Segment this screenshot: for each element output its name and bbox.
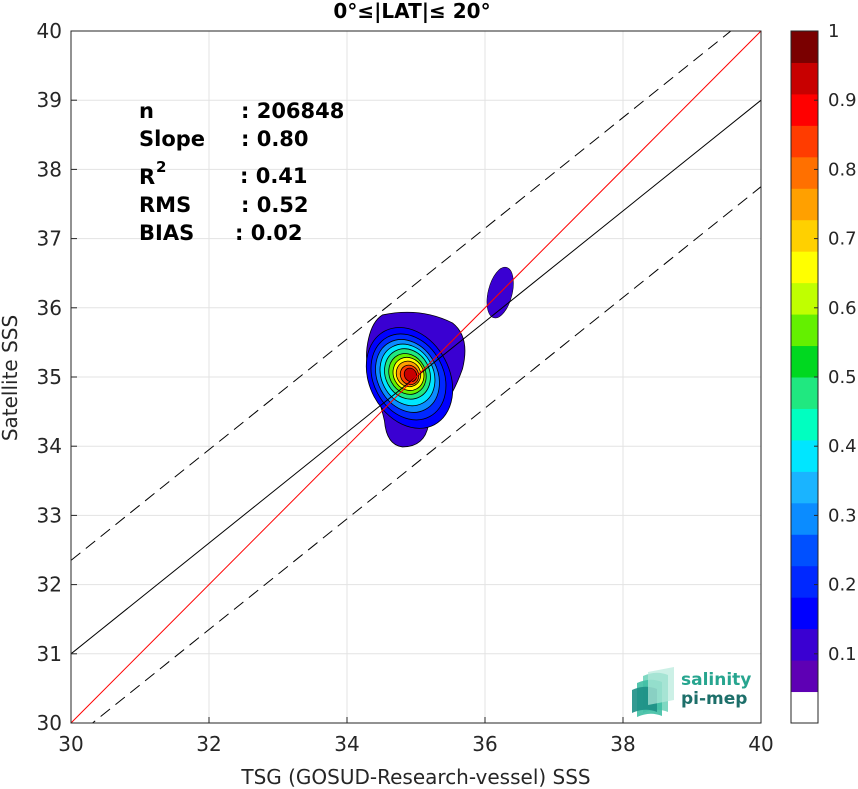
stat-bias-value: : 0.02: [235, 221, 303, 245]
colorbar-segment: [791, 156, 818, 189]
colorbar-segment: [791, 62, 818, 95]
stat-slope-label: Slope: [139, 127, 205, 151]
colorbar-tick-label: 0.7: [828, 229, 857, 250]
stat-r2-superscript: 2: [156, 158, 166, 176]
colorbar-segment: [791, 377, 818, 409]
wave-layers-icon: [632, 667, 674, 717]
x-tick-label: 30: [58, 732, 83, 756]
chart-title: 0°≤|LAT|≤ 20°: [333, 0, 490, 23]
stat-r2-value: : 0.41: [240, 164, 308, 188]
grid: [70, 30, 762, 724]
colorbar-segment: [791, 660, 818, 693]
y-tick-label: 39: [37, 88, 62, 112]
colorbar-tick-label: 0.9: [828, 90, 857, 111]
colorbar-segment: [791, 188, 818, 221]
x-axis: 30 32 34 36 38 40: [58, 717, 774, 756]
logo-salinity-text: salinity: [681, 670, 751, 690]
colorbar-segment: [791, 597, 818, 630]
colorbar-segment: [791, 251, 818, 284]
colorbar-segment: [791, 565, 818, 598]
lower-bound-line: [91, 186, 761, 723]
reference-lines: [71, 31, 761, 723]
colorbar-tick-label: 0.1: [828, 644, 857, 665]
colorbar-segment: [791, 31, 818, 63]
y-tick-label: 36: [37, 296, 62, 320]
stat-n-value: : 206848: [241, 99, 344, 123]
colorbar-tick-label: 0.6: [828, 298, 857, 319]
y-tick-label: 30: [37, 711, 62, 735]
colorbar-segment: [791, 93, 818, 126]
colorbar: 0.1 0.2 0.3 0.4 0.5 0.6 0.7 0.8 0.9 1: [790, 21, 857, 724]
upper-bound-line: [71, 31, 732, 561]
x-tick-label: 36: [472, 732, 497, 756]
colorbar-segment: [791, 314, 818, 347]
stat-r2-label: R: [139, 165, 155, 189]
colorbar-segment: [791, 345, 818, 378]
x-tick-label: 38: [610, 732, 635, 756]
y-tick-label: 32: [37, 573, 62, 597]
y-tick-label: 34: [37, 434, 62, 458]
colorbar-segment: [791, 439, 818, 472]
colorbar-segment: [791, 691, 818, 724]
colorbar-tick-label: 0.8: [828, 159, 857, 180]
colorbar-segment: [791, 534, 818, 567]
colorbar-segment: [791, 282, 818, 315]
stats-annotation: n : 206848 Slope : 0.80 R 2 : 0.41 RMS :…: [139, 99, 344, 245]
x-tick-label: 34: [334, 732, 359, 756]
y-axis-label: Satellite SSS: [0, 315, 22, 441]
y-tick-label: 40: [37, 19, 62, 43]
colorbar-segment: [791, 219, 818, 252]
stat-bias-label: BIAS: [139, 221, 194, 245]
y-tick-label: 37: [37, 227, 62, 251]
identity-line: [71, 31, 761, 723]
stat-rms-label: RMS: [139, 193, 191, 217]
x-tick-label: 40: [748, 732, 773, 756]
stat-slope-value: : 0.80: [241, 127, 309, 151]
stat-n-label: n: [139, 99, 154, 123]
salinity-pimep-logo: salinity pi-mep: [632, 667, 751, 717]
colorbar-segment: [791, 628, 818, 661]
colorbar-tick-label: 0.5: [828, 367, 857, 388]
y-tick-label: 35: [37, 365, 62, 389]
y-tick-label: 31: [37, 642, 62, 666]
colorbar-tick-label: 0.2: [828, 575, 857, 596]
colorbar-segment: [791, 471, 818, 504]
colorbar-segment: [791, 502, 818, 535]
logo-pimep-text: pi-mep: [681, 689, 747, 709]
colorbar-segment: [791, 408, 818, 441]
stat-rms-value: : 0.52: [241, 193, 309, 217]
colorbar-tick-label: 0.4: [828, 436, 857, 457]
y-axis: 30 31 32 33 34 35 36 37 38 39 40: [37, 19, 77, 735]
colorbar-tick-label: 1: [828, 21, 839, 42]
y-tick-label: 33: [37, 503, 62, 527]
x-axis-label: TSG (GOSUD-Research-vessel) SSS: [240, 765, 590, 789]
y-tick-label: 38: [37, 157, 62, 181]
colorbar-segment: [791, 125, 818, 158]
x-tick-label: 32: [196, 732, 221, 756]
colorbar-tick-label: 0.3: [828, 505, 857, 526]
